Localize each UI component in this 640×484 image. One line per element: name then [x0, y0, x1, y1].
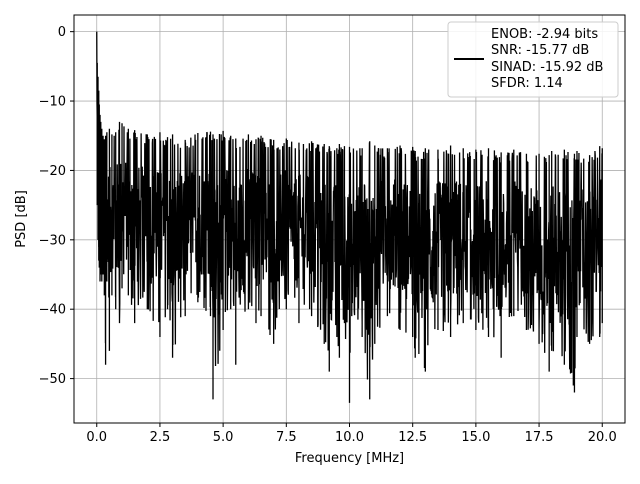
- legend-text-sfdr: SFDR: 1.14: [491, 76, 563, 91]
- y-tick-label: −40: [39, 303, 66, 318]
- x-tick-label: 17.5: [525, 430, 554, 445]
- x-tick-label: 12.5: [398, 430, 427, 445]
- legend-text-enob: ENOB: -2.94 bits: [491, 27, 598, 42]
- legend-text-snr: SNR: -15.77 dB: [491, 43, 589, 58]
- x-tick-label: 2.5: [150, 430, 171, 445]
- x-tick-label: 15.0: [461, 430, 490, 445]
- x-axis-label: Frequency [MHz]: [295, 451, 404, 466]
- x-tick-label: 0.0: [86, 430, 107, 445]
- legend: ENOB: -2.94 bits SNR: -15.77 dB SINAD: -…: [447, 21, 619, 98]
- x-tick-label: 20.0: [588, 430, 617, 445]
- x-tick-label: 7.5: [276, 430, 297, 445]
- series-layer: [96, 31, 603, 403]
- y-axis-label: PSD [dB]: [14, 190, 29, 248]
- y-tick-label: 0: [58, 25, 66, 40]
- x-tick-label: 5.0: [213, 430, 234, 445]
- x-tick-label: 10.0: [335, 430, 364, 445]
- y-tick-label: −50: [39, 372, 66, 387]
- x-tick-labels: 0.0 2.5 5.0 7.5 10.0 12.5 15.0 17.5 20.0: [86, 430, 616, 445]
- y-tick-label: −30: [39, 233, 66, 248]
- psd-series-line: [96, 31, 603, 403]
- tick-marks: [70, 31, 603, 427]
- y-tick-label: −20: [39, 164, 66, 179]
- legend-text-sinad: SINAD: -15.92 dB: [491, 60, 603, 75]
- y-tick-label: −10: [39, 95, 66, 110]
- y-tick-labels: 0 −10 −20 −30 −40 −50: [39, 25, 66, 387]
- legend-box: [447, 21, 619, 98]
